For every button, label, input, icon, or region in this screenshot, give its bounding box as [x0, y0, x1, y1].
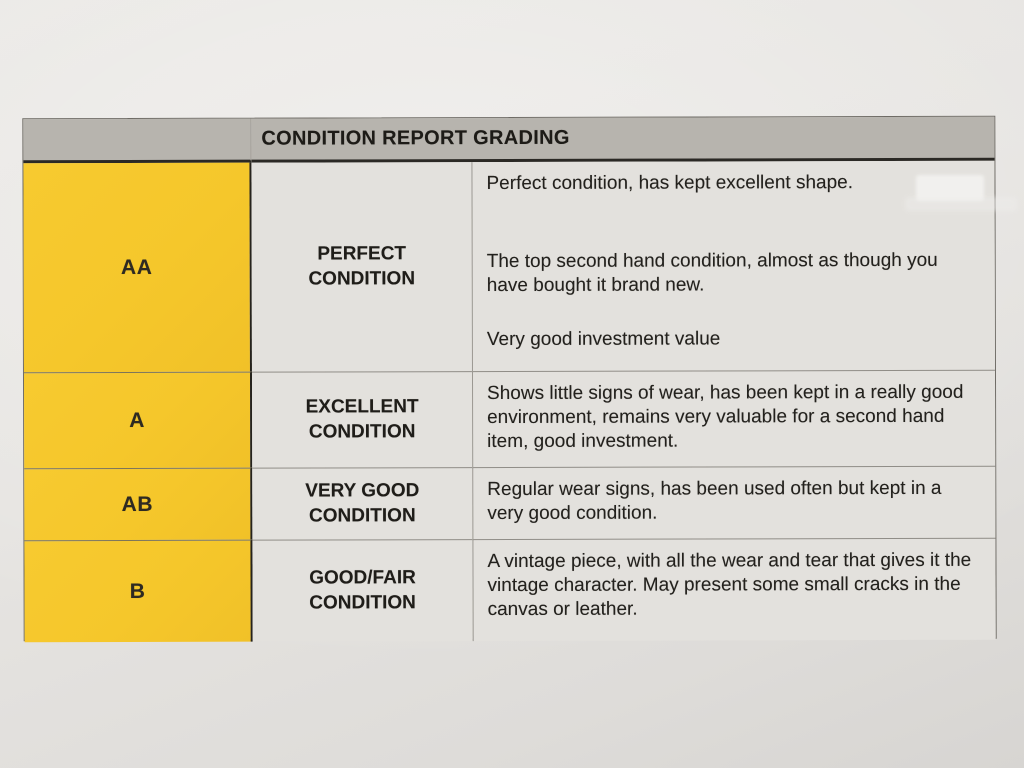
condition-label: VERY GOOD CONDITION	[305, 480, 420, 527]
condition-cell-a: EXCELLENT CONDITION	[251, 371, 473, 468]
grade-label: AA	[121, 255, 153, 279]
description-paragraph: The top second hand condition, almost as…	[486, 249, 938, 297]
table-title: CONDITION REPORT GRADING	[251, 116, 995, 163]
condition-label: GOOD/FAIR CONDITION	[309, 567, 416, 614]
description-cell-b: A vintage piece, with all the wear and t…	[472, 537, 996, 642]
grade-cell-a: A	[23, 371, 253, 469]
grade-cell-ab: AB	[24, 467, 253, 541]
condition-label: EXCELLENT CONDITION	[305, 396, 419, 443]
description-paragraph: A vintage piece, with all the wear and t…	[487, 549, 972, 621]
description-cell-ab: Regular wear signs, has been used often …	[472, 465, 996, 540]
header-spacer-cell	[23, 118, 252, 164]
description-paragraph: Very good investment value	[486, 328, 721, 351]
description-cell-a: Shows little signs of wear, has been kep…	[471, 369, 996, 468]
condition-label: PERFECT CONDITION	[308, 243, 416, 290]
grade-cell-aa: AA	[23, 162, 252, 373]
grade-label: A	[129, 408, 145, 432]
grade-label: B	[129, 579, 146, 603]
description-paragraph: Regular wear signs, has been used often …	[487, 477, 942, 525]
grade-label: AB	[121, 492, 154, 516]
whiteout-correction-mark	[916, 175, 984, 201]
condition-cell-aa: PERFECT CONDITION	[251, 162, 472, 372]
description-paragraph: Shows little signs of wear, has been kep…	[487, 381, 964, 453]
condition-cell-b: GOOD/FAIR CONDITION	[252, 539, 473, 642]
condition-cell-ab: VERY GOOD CONDITION	[252, 467, 473, 540]
condition-grading-table: CONDITION REPORT GRADING AA PERFECT COND…	[22, 115, 997, 643]
table-title-text: CONDITION REPORT GRADING	[261, 126, 570, 150]
grade-cell-b: B	[24, 539, 253, 643]
description-paragraph: Perfect condition, has kept excellent sh…	[486, 172, 854, 195]
whiteout-correction-smudge	[905, 197, 1017, 211]
